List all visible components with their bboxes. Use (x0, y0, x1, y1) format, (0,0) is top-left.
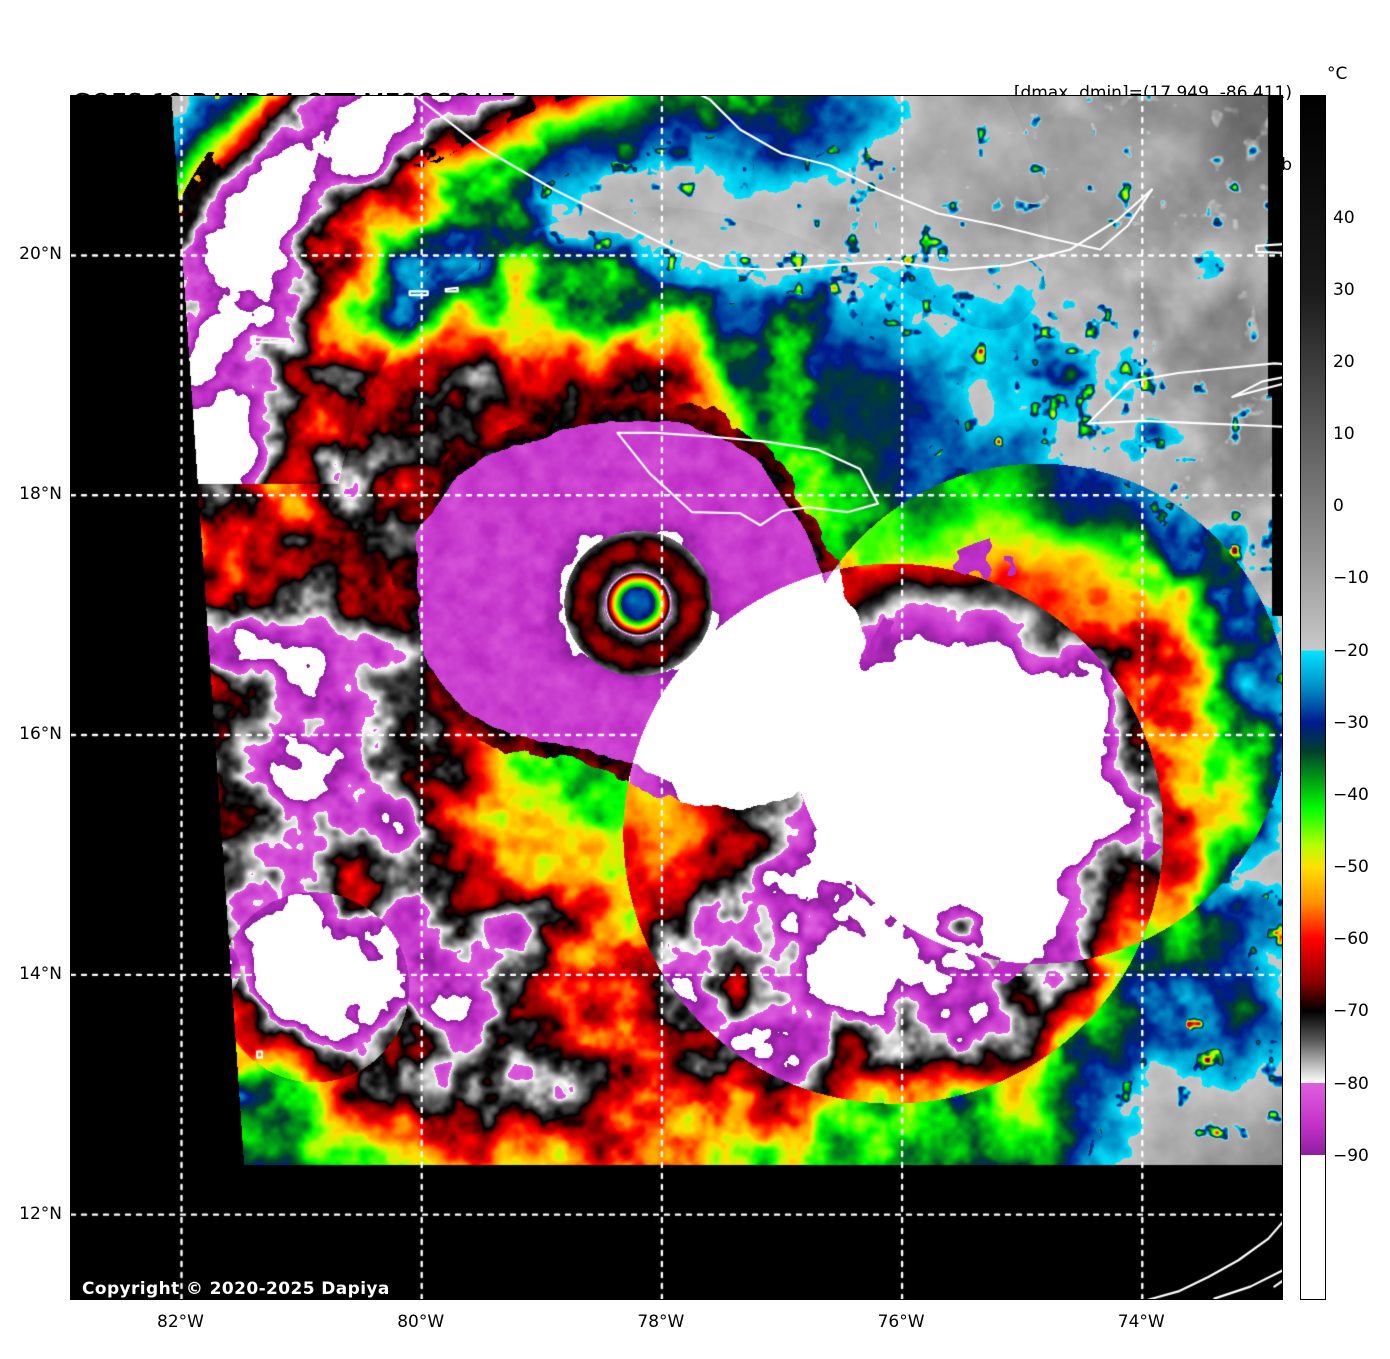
satellite-ir-imagery (71, 96, 1282, 1299)
lon-tick-74: 74°W (1117, 1312, 1165, 1332)
colorbar-tick--80: −80 (1333, 1073, 1369, 1094)
lat-tick-20: 20°N (19, 244, 62, 265)
colorbar-tick--60: −60 (1333, 929, 1369, 950)
lat-tick-12: 12°N (19, 1203, 62, 1224)
lat-tick-14: 14°N (19, 963, 62, 984)
colorbar-tick--40: −40 (1333, 784, 1369, 805)
lat-tick-16: 16°N (19, 724, 62, 745)
colorbar-tick--10: −10 (1333, 568, 1369, 589)
lat-tick-18: 18°N (19, 484, 62, 505)
colorbar-tick-10: 10 (1333, 424, 1355, 445)
colorbar-tick--70: −70 (1333, 1001, 1369, 1022)
colorbar-tick--50: −50 (1333, 857, 1369, 878)
colorbar-tick--30: −30 (1333, 712, 1369, 733)
lon-tick-76: 76°W (877, 1312, 925, 1332)
colorbar-tick--20: −20 (1333, 640, 1369, 661)
colorbar[interactable] (1300, 95, 1326, 1300)
colorbar-unit-label: °C (1327, 64, 1348, 84)
colorbar-tick-20: 20 (1333, 351, 1355, 372)
colorbar-tick-30: 30 (1333, 279, 1355, 300)
copyright-notice: Copyright © 2020-2025 Dapiya (82, 1279, 390, 1299)
colorbar-tick-40: 40 (1333, 207, 1355, 228)
lon-tick-80: 80°W (397, 1312, 445, 1332)
lon-tick-82: 82°W (157, 1312, 204, 1332)
satellite-image-panel[interactable] (70, 95, 1283, 1300)
colorbar-gradient (1301, 96, 1325, 1299)
colorbar-tick--90: −90 (1333, 1145, 1369, 1166)
colorbar-tick-0: 0 (1333, 496, 1344, 517)
lon-tick-78: 78°W (637, 1312, 685, 1332)
